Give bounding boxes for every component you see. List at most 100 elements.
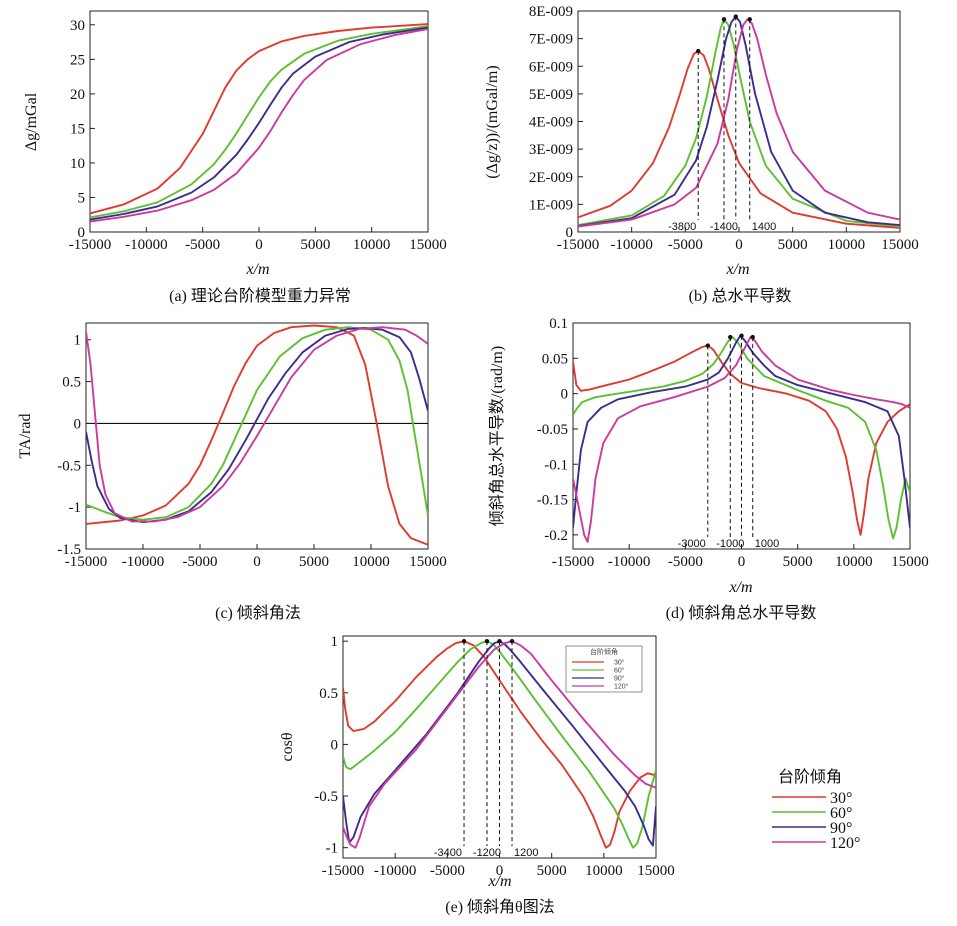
inset-legend-box	[565, 645, 643, 693]
y-tick-label-e-1: -0.5	[314, 789, 338, 805]
y-tick-label-b-5: 5E-009	[529, 87, 573, 103]
y-tick-label-d-1: -0.15	[537, 493, 568, 509]
x-tick-label-c-6: 15000	[409, 554, 447, 570]
y-tick-label-b-7: 7E-009	[529, 32, 573, 48]
y-tick-label-b-6: 6E-009	[529, 59, 573, 75]
y-axis-label-a: Δg/mGal	[23, 92, 40, 151]
y-axis-label-d: 倾斜角总水平导数/(rad/m)	[488, 346, 506, 526]
x-axis-label-e: x/m	[487, 873, 511, 890]
y-tick-label-c-1: -1	[69, 500, 82, 516]
main-legend-title: 台阶倾角	[778, 768, 842, 786]
y-tick-label-b-0: 0	[566, 225, 574, 241]
x-axis-label-d: x/m	[728, 579, 752, 596]
x-tick-label-c-0: -15000	[65, 554, 108, 570]
y-tick-label-a-2: 10	[70, 156, 85, 172]
y-tick-label-c-3: 0	[74, 416, 82, 432]
peak-marker-e-2	[497, 638, 502, 644]
peak-label-d-1: -1000	[716, 538, 744, 550]
peak-label-b-3: 1400	[752, 221, 776, 233]
y-tick-label-e-0: -1	[326, 841, 339, 857]
x-tick-label-e-4: 5000	[537, 863, 567, 879]
x-tick-label-e-2: -5000	[430, 863, 465, 879]
peak-marker-e-3	[509, 638, 515, 644]
y-tick-label-b-3: 3E-009	[529, 142, 573, 158]
panel-e: -15000 -10000 -5000 0 5000 10000 15000 -1 -0.5 0 0…	[279, 634, 675, 916]
series-line-a-deg60	[90, 25, 428, 219]
series-group-a	[90, 23, 428, 223]
x-tick-label-e-6: 15000	[637, 863, 675, 879]
series-line-a-deg90	[90, 26, 428, 221]
y-tick-label-e-4: 1	[331, 634, 339, 650]
x-tick-label-e-0: -15000	[322, 863, 365, 879]
peak-marker-d-3	[750, 334, 755, 340]
caption-a: (a) 理论台阶模型重力异常	[169, 287, 351, 305]
y-tick-label-d-2: -0.1	[544, 457, 568, 473]
peak-marker-e-0	[461, 638, 467, 644]
x-tick-label-a-5: 10000	[353, 237, 391, 253]
inset-legend-title: 台阶倾角	[590, 647, 618, 656]
series-line-b-deg30	[578, 50, 900, 229]
x-tick-label-b-0: -15000	[557, 237, 600, 253]
peak-marker-e-1	[484, 638, 490, 644]
peak-label-b-0: -3800	[668, 221, 696, 233]
panel-c: -15000 -10000 -5000 0 5000 10000 15000 -1.5 -1 -0…	[17, 322, 447, 622]
x-tick-label-e-1: -10000	[374, 863, 417, 879]
y-tick-label-d-0: -0.2	[544, 528, 568, 544]
x-tick-label-a-6: 15000	[409, 237, 447, 253]
y-tick-label-b-1: 1E-009	[529, 197, 573, 213]
y-tick-label-c-5: 1	[74, 333, 82, 349]
series-line-e-deg120	[343, 640, 656, 849]
y-tick-label-b-8: 8E-009	[529, 4, 573, 20]
series-line-a-deg120	[90, 28, 428, 223]
series-line-c-deg120	[86, 326, 428, 523]
panel-a: -15000 -10000 -5000 0 5000 10000 15000 0 5 10 15 20…	[23, 10, 447, 305]
x-tick-label-d-0: -15000	[552, 554, 595, 570]
y-tick-label-e-2: 0	[331, 737, 339, 753]
inset-legend-label-0: 30°	[614, 659, 625, 667]
series-group-c	[86, 324, 428, 546]
x-tick-label-a-1: -10000	[125, 237, 168, 253]
y-tick-label-d-3: -0.05	[537, 422, 568, 438]
y-tick-label-b-4: 4E-009	[529, 115, 573, 131]
x-tick-label-e-3: 0	[496, 863, 504, 879]
x-tick-label-d-5: 10000	[835, 554, 873, 570]
caption-c: (c) 倾斜角法	[215, 604, 301, 622]
y-tick-label-a-5: 25	[70, 52, 85, 68]
series-group-b	[578, 15, 900, 229]
peak-marker-b-1	[721, 17, 727, 22]
peak-marker-b-3	[747, 17, 752, 22]
series-line-c-deg60	[86, 326, 428, 521]
x-tick-label-b-1: -10000	[610, 237, 653, 253]
x-tick-label-d-3: 0	[738, 554, 746, 570]
main-legend-label-30: 30°	[830, 790, 852, 807]
series-line-d-deg120	[573, 336, 910, 543]
peak-label-e-1: -1200	[473, 847, 501, 859]
series-line-d-deg30	[573, 344, 910, 536]
y-tick-label-d-6: 0.1	[549, 316, 568, 332]
y-tick-label-c-4: 0.5	[62, 375, 81, 391]
inset-legend-label-1: 60°	[614, 667, 625, 675]
series-group-d	[573, 334, 910, 543]
y-tick-label-a-4: 20	[70, 87, 85, 103]
y-tick-label-a-1: 5	[78, 190, 86, 206]
x-tick-label-c-4: 5000	[299, 554, 329, 570]
panel-b: -15000 -10000 -5000 0 5000 10000 15000 0 1E-009 2…	[484, 4, 919, 305]
y-tick-label-d-4: 0	[561, 387, 569, 403]
x-tick-label-a-0: -15000	[69, 237, 112, 253]
peak-label-e-0: -3400	[434, 847, 462, 859]
peak-label-b-1: -1400	[710, 221, 738, 233]
caption-d: (d) 倾斜角总水平导数	[666, 604, 817, 622]
peak-marker-d-0	[705, 343, 710, 348]
peak-label-d-3: 1000	[755, 538, 779, 550]
x-tick-label-c-1: -10000	[122, 554, 165, 570]
y-tick-label-a-3: 15	[70, 121, 85, 137]
panel-d: -15000 -10000 -5000 0 5000 10000 15000-0.2-0.1…	[488, 316, 929, 622]
x-tick-label-a-4: 5000	[300, 237, 330, 253]
y-axis-label-e: cosθ	[279, 733, 296, 762]
x-tick-label-d-2: -5000	[668, 554, 703, 570]
y-tick-label-c-2: -0.5	[57, 458, 81, 474]
series-line-c-deg30	[86, 324, 428, 546]
peak-marker-d-2	[739, 333, 744, 338]
peak-label-e-3: 1200	[514, 847, 538, 859]
